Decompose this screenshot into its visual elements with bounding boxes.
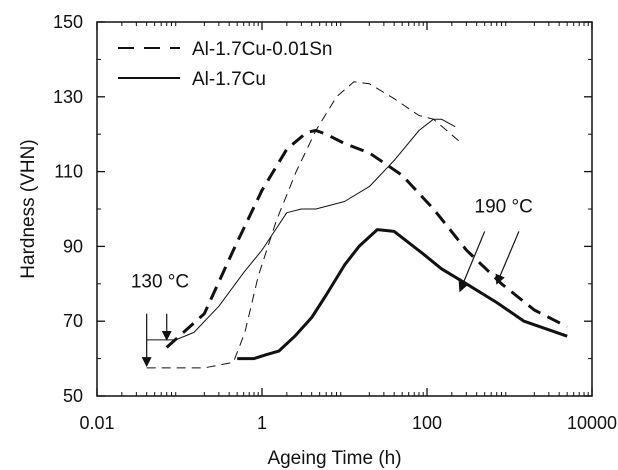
series-layer bbox=[146, 81, 568, 369]
y-tick-label: 50 bbox=[63, 386, 83, 406]
annotations: 130 °C 190 °C bbox=[131, 197, 533, 368]
y-axis-title: Hardness (VHN) bbox=[18, 139, 39, 278]
series-line-al-1-7cu-0-01sn-190-c bbox=[165, 129, 568, 349]
annotation-label: 190 °C bbox=[475, 197, 533, 218]
x-tick-label: 1 bbox=[257, 413, 267, 433]
x-tick-label: 100 bbox=[412, 413, 442, 433]
legend-label: Al-1.7Cu-0.01Sn bbox=[192, 39, 332, 60]
series-line-al-1-7cu-130-c bbox=[146, 118, 456, 341]
x-axis-title: Ageing Time (h) bbox=[267, 448, 401, 469]
annotation-arrow bbox=[495, 231, 520, 285]
y-tick-label: 70 bbox=[63, 311, 83, 331]
series-line-al-1-7cu-190-c bbox=[237, 228, 568, 361]
annotation-arrow bbox=[458, 231, 486, 293]
legend-label: Al-1.7Cu bbox=[192, 69, 266, 90]
axes: 0.01 1 100 10000 50 70 90 110 130 150 Ageing Time … bbox=[18, 12, 617, 469]
y-tick-label: 90 bbox=[63, 236, 83, 256]
x-tick-label: 0.01 bbox=[79, 413, 114, 433]
y-tick-label: 130 bbox=[53, 87, 83, 107]
legend: Al-1.7Cu-0.01Sn Al-1.7Cu bbox=[118, 39, 332, 90]
x-tick-label: 10000 bbox=[567, 413, 617, 433]
y-tick-label: 150 bbox=[53, 12, 83, 32]
annotation-label: 130 °C bbox=[131, 272, 189, 293]
y-tick-label: 110 bbox=[54, 162, 83, 182]
